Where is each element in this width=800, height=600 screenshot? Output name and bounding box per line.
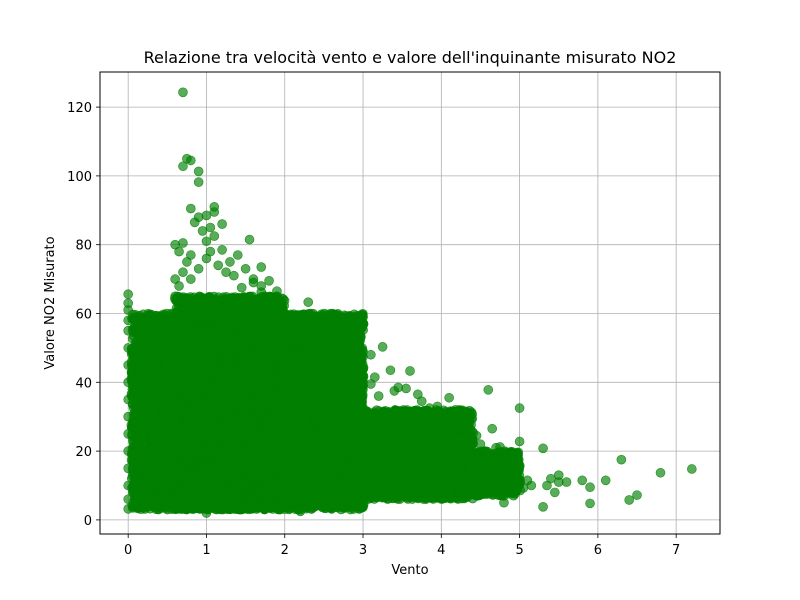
data-points: [123, 87, 697, 518]
